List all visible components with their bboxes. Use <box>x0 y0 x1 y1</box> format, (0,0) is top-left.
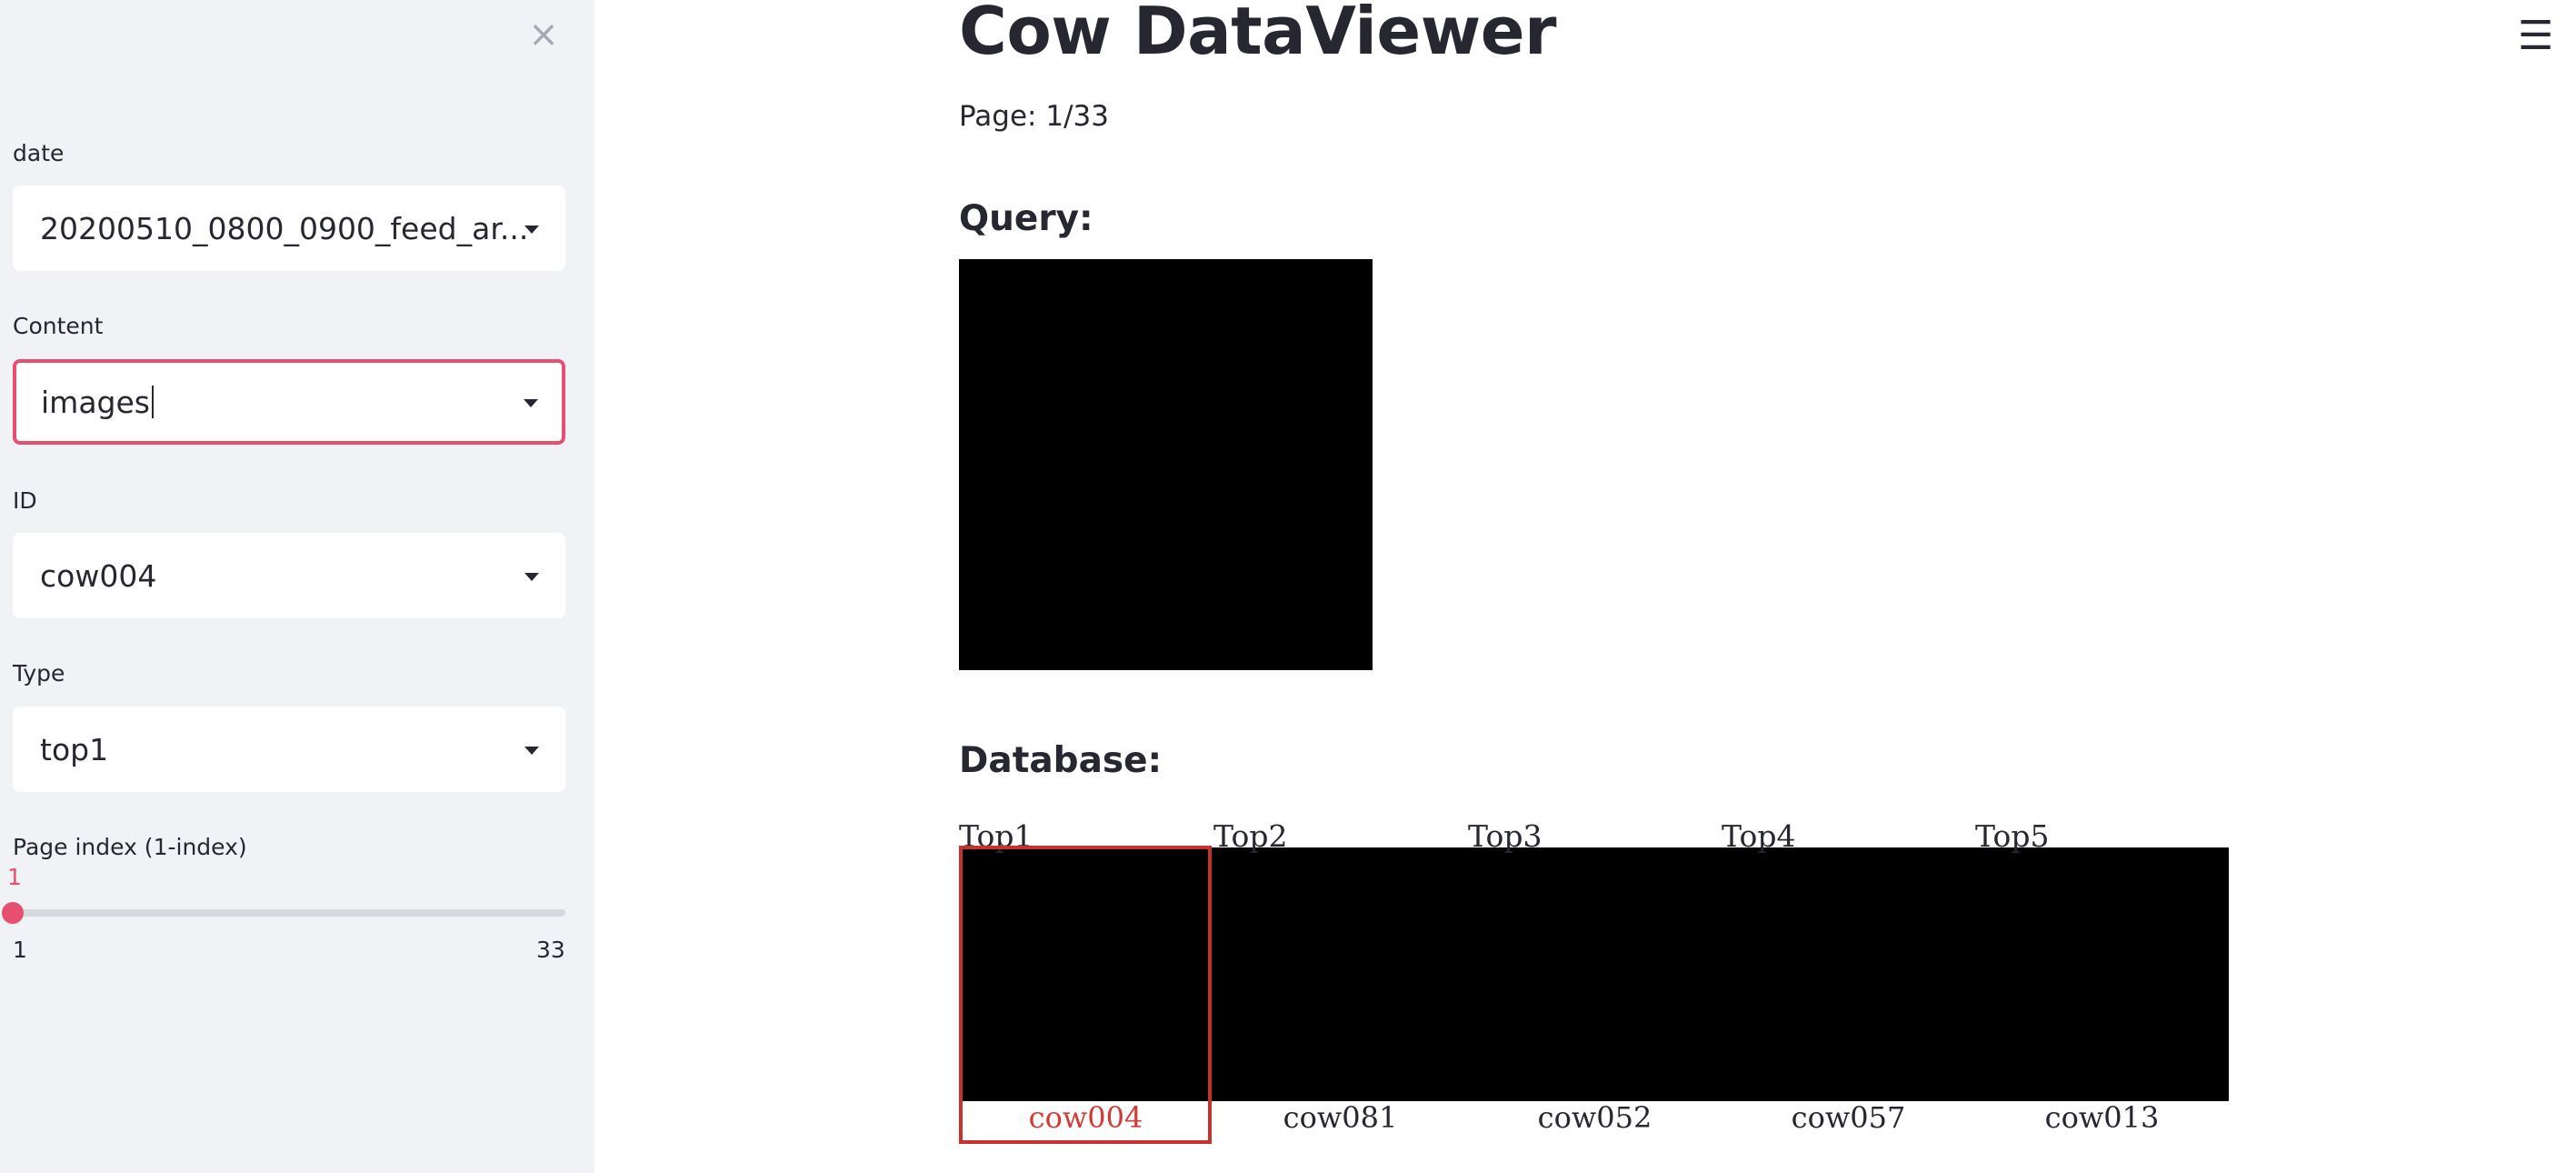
slider-thumb[interactable] <box>2 902 24 924</box>
content-label: Content <box>13 313 104 339</box>
database-results: Top1 Top2 Top3 Top4 Top5 cow004 cow081 c… <box>959 818 2229 1146</box>
date-select-value: 20200510_0800_0900_feed_ar... <box>40 210 529 246</box>
result-id-top1: cow004 <box>1028 1100 1143 1135</box>
page-index-label: Page index (1-index) <box>13 834 247 860</box>
hamburger-menu-icon: ☰ <box>2518 13 2554 59</box>
date-select[interactable]: 20200510_0800_0900_feed_ar... <box>13 185 565 271</box>
rank-label-top2: Top2 <box>1213 818 1288 854</box>
id-label: ID <box>13 487 37 514</box>
database-heading: Database: <box>959 740 1163 781</box>
content-select-value: images <box>41 363 154 441</box>
chevron-down-icon <box>524 226 539 234</box>
main-menu-button[interactable]: ☰ <box>2518 13 2553 59</box>
chevron-down-icon <box>524 747 539 755</box>
result-id-top4: cow057 <box>1791 1100 1906 1135</box>
query-heading: Query: <box>959 198 1093 239</box>
close-sidebar-button[interactable]: × <box>525 15 562 55</box>
slider-max-value: 33 <box>536 937 565 963</box>
chevron-down-icon <box>524 573 539 581</box>
match-highlight-box <box>959 846 1212 1144</box>
query-image <box>959 259 1373 670</box>
type-label: Type <box>13 660 65 687</box>
page-index-slider[interactable] <box>2 902 565 924</box>
sidebar: × date 20200510_0800_0900_feed_ar... Con… <box>0 0 594 1173</box>
content-select[interactable]: images <box>13 359 565 445</box>
result-id-top2: cow081 <box>1283 1100 1398 1135</box>
page-title: Cow DataViewer <box>959 0 1557 69</box>
id-select-value: cow004 <box>40 557 157 594</box>
page-indicator: Page: 1/33 <box>959 100 1109 133</box>
text-cursor <box>151 386 154 418</box>
id-select[interactable]: cow004 <box>13 533 565 618</box>
rank-label-top5: Top5 <box>1975 818 2050 854</box>
database-images <box>959 847 2229 1101</box>
rank-label-top3: Top3 <box>1468 818 1543 854</box>
type-select[interactable]: top1 <box>13 707 565 792</box>
result-id-top3: cow052 <box>1537 1100 1652 1135</box>
date-label: date <box>13 140 65 166</box>
rank-label-top4: Top4 <box>1722 818 1796 854</box>
close-icon: × <box>528 14 559 55</box>
result-id-top5: cow013 <box>2044 1100 2160 1135</box>
slider-current-value: 1 <box>7 864 22 890</box>
slider-min-value: 1 <box>13 937 27 963</box>
type-select-value: top1 <box>40 731 109 767</box>
chevron-down-icon <box>524 399 538 407</box>
